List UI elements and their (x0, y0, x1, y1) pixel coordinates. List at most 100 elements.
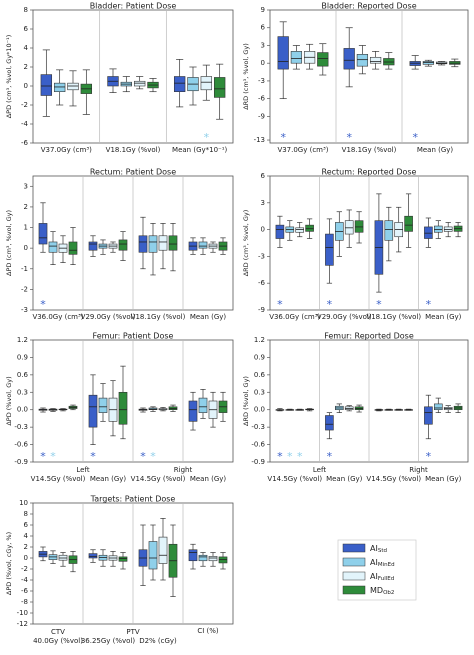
y-tick-label: 0.3 (254, 388, 265, 396)
y-axis-label: ΔPD (cm³, %vol, Gy*10⁻¹) (5, 35, 13, 119)
y-tick-label: 1.2 (254, 336, 265, 344)
box (148, 235, 158, 253)
y-tick-label: -4 (21, 120, 29, 128)
y-tick-label: 3 (24, 182, 28, 190)
chart-title: Bladder: Patient Dose (90, 2, 177, 11)
group-label: Mean (Gy*10⁻¹) (172, 146, 228, 154)
group-label: Mean (Gy) (190, 313, 227, 321)
y-tick-label: 4 (24, 44, 29, 52)
significance-marker: * (297, 450, 303, 463)
group-label: V14.5Gy (%vol) (131, 475, 186, 483)
y-tick-label: -2 (21, 101, 28, 109)
significance-marker: * (277, 298, 283, 311)
box (158, 536, 168, 564)
box (295, 227, 304, 233)
group-label: Mean (Gy) (190, 475, 227, 483)
y-tick-label: -0.3 (251, 423, 265, 431)
legend-subscript: Ob2 (383, 590, 394, 596)
y-tick-label: 3 (261, 199, 265, 207)
group-label: V14.5Gy (%vol) (31, 475, 86, 483)
y-tick-label: -3 (21, 306, 28, 314)
y-tick-label: -10 (17, 609, 28, 617)
box (133, 80, 146, 87)
significance-marker: * (140, 450, 146, 463)
box (305, 224, 314, 232)
box (148, 541, 158, 570)
group-label: V18.1Gy (%vol) (106, 146, 161, 154)
y-tick-label: 2 (24, 543, 28, 551)
box (118, 556, 128, 562)
box (200, 76, 213, 91)
legend-subscript: Std (378, 548, 387, 554)
significance-marker: * (287, 450, 293, 463)
plot-frame (32, 9, 234, 144)
y-tick-label: -4 (21, 576, 29, 584)
chart-title: Rectum: Patient Dose (90, 168, 176, 177)
box (275, 224, 285, 239)
chart-title: Rectum: Reported Dose (322, 168, 417, 177)
group-label: V18.1Gy (%vol) (366, 313, 421, 321)
y-tick-label: -1 (21, 265, 28, 273)
box (98, 397, 108, 413)
box (434, 225, 443, 233)
section-label: Right (174, 466, 193, 474)
box (188, 549, 198, 562)
box (369, 56, 382, 64)
box (343, 48, 355, 70)
box (67, 82, 79, 91)
box (40, 74, 53, 96)
y-tick-label: 3 (261, 41, 265, 49)
y-tick-label: 4 (24, 532, 29, 540)
y-tick-label: -6 (258, 95, 266, 103)
significance-marker: * (327, 298, 333, 311)
y-tick-label: 0.6 (254, 371, 266, 379)
y-tick-label: 0.6 (17, 371, 29, 379)
y-tick-label: 8 (24, 6, 28, 14)
box (53, 82, 66, 93)
y-tick-label: -0.9 (251, 458, 265, 466)
box (354, 220, 364, 233)
box (198, 241, 208, 249)
y-tick-label: -3 (258, 77, 265, 85)
significance-marker: * (280, 131, 286, 144)
box (404, 215, 413, 232)
significance-marker: * (204, 131, 210, 144)
section-label: Left (313, 466, 326, 474)
box (188, 400, 198, 422)
y-tick-label: -3 (258, 252, 265, 260)
box (356, 54, 369, 67)
y-tick-label: -2 (21, 285, 28, 293)
y-tick-label: 0.3 (17, 388, 28, 396)
box (213, 77, 226, 98)
group-label: Mean (Gy) (417, 146, 454, 154)
group-label: V29.0Gy (%vol) (317, 313, 372, 321)
box (290, 51, 303, 64)
section-label: Right (409, 466, 428, 474)
y-tick-label: 1.2 (17, 336, 28, 344)
legend-name: AI (370, 558, 378, 567)
box (88, 394, 98, 428)
group-label: D2% (cGy) (139, 637, 177, 645)
plot-frame (269, 9, 469, 144)
y-tick-label: 0.0 (17, 406, 28, 414)
box (138, 235, 148, 253)
y-axis-label: ΔPD (%vol, Gy) (5, 376, 13, 425)
box (208, 556, 218, 562)
box (344, 220, 354, 235)
legend-name: MD (370, 586, 383, 595)
y-tick-label: 0 (24, 554, 28, 562)
group-label: Mean (Gy) (425, 313, 462, 321)
y-tick-label: 0 (24, 244, 28, 252)
y-axis-label: ΔRD (cm³, %vol, Gy) (242, 210, 250, 277)
chart-title: Bladder: Reported Dose (321, 2, 416, 11)
box (48, 241, 58, 253)
y-tick-label: -6 (21, 139, 29, 147)
y-tick-label: 0.9 (17, 353, 28, 361)
y-tick-label: -8 (21, 598, 28, 606)
y-tick-label: 6 (261, 24, 266, 32)
legend-swatch (342, 585, 366, 595)
significance-marker: * (40, 450, 46, 463)
legend-label: AIFullEd (370, 572, 394, 582)
box (88, 241, 98, 251)
y-tick-label: -2 (21, 565, 28, 573)
